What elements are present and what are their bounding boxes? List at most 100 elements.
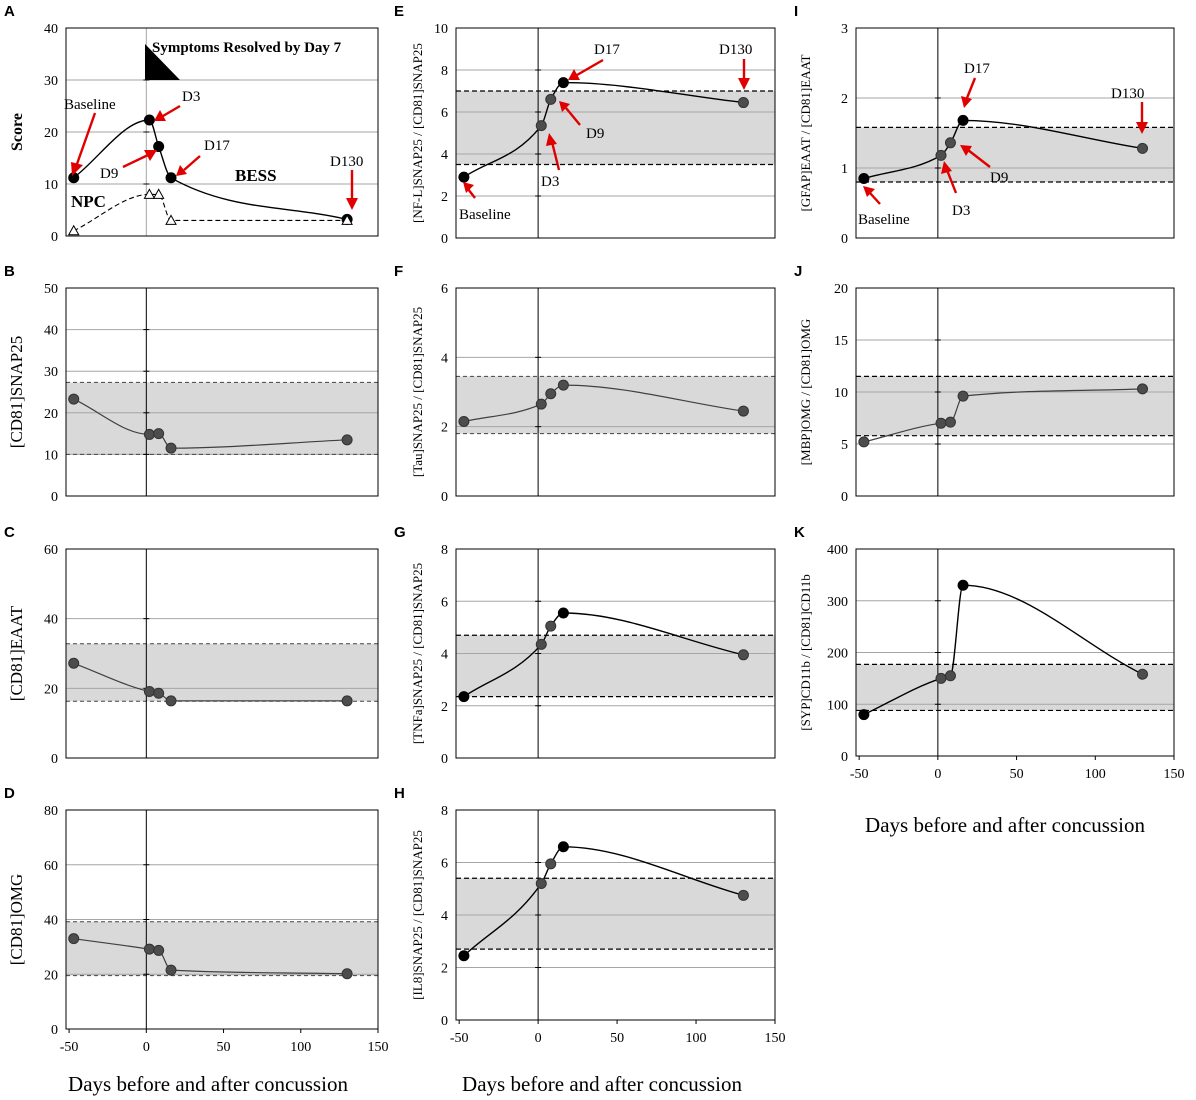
panel-b-ytick-label: 10 xyxy=(44,448,58,463)
panel-a-data-point xyxy=(153,141,165,153)
panel-d-ytick-label: 20 xyxy=(44,968,58,983)
panel-g-data-point xyxy=(557,607,569,619)
panel-k-xtick-label: 50 xyxy=(1010,767,1024,782)
panel-h-xtick-label: 100 xyxy=(686,1031,707,1046)
panel-e-d3-arrow xyxy=(550,141,561,171)
panel-d-letter: D xyxy=(4,785,15,802)
panel-b-ylabel: [CD81]SNAP25 xyxy=(7,336,26,448)
panel-h-data-point xyxy=(737,889,749,901)
panel-e-ytick-label: 10 xyxy=(434,22,448,37)
panel-e-d17-arrowhead xyxy=(568,69,580,80)
panel-f-ytick-label: 2 xyxy=(441,421,448,436)
panel-j-data-point xyxy=(935,417,947,429)
panel-k-xtick-label: -50 xyxy=(850,767,869,782)
panel-g: 0 2 4 6 8 [TNFa]SNAP25 / [CD81]SNAP25 G xyxy=(394,524,776,767)
panel-e-d9-arrow xyxy=(565,107,581,126)
panel-a-ylabel: Score xyxy=(9,113,26,151)
panel-j-frame xyxy=(855,287,1175,497)
panel-e-annotations: Baseline D3 D9 D17 D130 xyxy=(459,42,752,223)
panel-f: 0 2 4 6 [Tau]SNAP25 / [CD81]SNAP25 F xyxy=(394,263,776,505)
panel-b-data-point xyxy=(165,442,177,454)
x-axis-title-col2: Days before and after concussion xyxy=(462,1072,742,1096)
panel-g-letter: G xyxy=(394,524,406,541)
panel-i-data-point xyxy=(935,149,947,161)
panel-j: 0 5 10 15 20 [MBP]OMG / [CD81]OMG J xyxy=(794,263,1175,505)
panel-f-ytick-label: 0 xyxy=(441,490,448,505)
panels-layer: 010203040ScoreA01020304050[CD81]SNAP25B0… xyxy=(4,3,1185,1055)
panel-h-letter: H xyxy=(394,785,405,802)
panel-g-ytick-label: 8 xyxy=(441,543,448,558)
panel-a-d3-arrowhead xyxy=(154,110,166,121)
panel-i-data-point xyxy=(1137,142,1149,154)
panel-a-d9-label: D9 xyxy=(100,166,118,182)
panel-f-ytick-label: 6 xyxy=(441,282,448,297)
panel-h-reference-band xyxy=(456,878,775,950)
panel-d-ytick-label: 40 xyxy=(44,914,58,929)
panel-k-xtick-label: 0 xyxy=(934,767,941,782)
panel-i-d9-arrow xyxy=(967,149,991,168)
panel-a-annotations: Symptoms Resolved by Day 7 Baseline D3 D… xyxy=(64,40,363,211)
panel-i-ytick-label: 3 xyxy=(841,22,848,37)
panel-c-ytick-label: 60 xyxy=(44,543,58,558)
panel-a-d3-label: D3 xyxy=(182,89,200,105)
panel-h-data-point xyxy=(557,841,569,853)
panel-f-reference-band xyxy=(456,376,775,434)
panel-k-series-line-0 xyxy=(863,584,1143,716)
panel-a-npc-point xyxy=(341,214,353,225)
panel-i-frame xyxy=(855,27,1175,239)
panel-j-data-point xyxy=(957,390,969,402)
panel-b: 0 10 20 30 40 50 [CD81]SNAP25 B xyxy=(4,263,379,505)
panel-k-letter: K xyxy=(794,524,805,541)
panel-g-ylabel: [TNFa]SNAP25 / [CD81]SNAP25 xyxy=(410,563,425,744)
panel-e-data-point xyxy=(545,93,557,105)
panel-i: 0 1 2 3 [GFAP]EAAT / [CD81]EAAT I xyxy=(794,3,1175,247)
panel-h-ytick-label: 4 xyxy=(441,909,448,924)
panel-i-d3-arrow xyxy=(945,169,958,194)
panel-a-npc-point xyxy=(143,188,156,199)
panel-f-frame xyxy=(455,287,776,497)
panel-e-ytick-label: 2 xyxy=(441,190,448,205)
panel-j-ytick-label: 10 xyxy=(834,386,848,401)
panel-f-letter: F xyxy=(394,263,403,280)
panel-k-ytick-label: 300 xyxy=(827,595,848,610)
panel-h-ylabel: [IL8]SNAP25 / [CD81]SNAP25 xyxy=(410,830,425,1000)
panel-a-npc-point xyxy=(67,224,80,236)
symptoms-resolved-label: Symptoms Resolved by Day 7 xyxy=(152,40,342,56)
panel-c: 0 20 40 60 [CD81]EAAT C xyxy=(4,524,379,767)
panel-h-data-point xyxy=(545,858,557,870)
panel-e-ytick-label: 4 xyxy=(441,148,448,163)
panel-j-ylabel: [MBP]OMG / [CD81]OMG xyxy=(798,319,813,466)
panel-d-xtick-label: 50 xyxy=(217,1040,231,1055)
panel-i-d130-arrowhead xyxy=(1136,122,1148,134)
panel-i-baseline-arrow xyxy=(869,192,881,205)
panel-i-baseline-label: Baseline xyxy=(858,212,910,228)
panel-i-letter: I xyxy=(794,3,798,20)
panel-d-data-point xyxy=(143,943,155,955)
panel-h-ytick-label: 6 xyxy=(441,857,448,872)
panel-a-npc-point xyxy=(165,214,177,225)
panel-b-letter: B xyxy=(4,263,15,280)
panel-h-xtick-label: 0 xyxy=(535,1031,542,1046)
panel-h-frame xyxy=(455,809,776,1021)
panel-i-d3-arrowhead xyxy=(941,161,952,174)
panel-a-ytick-label: 30 xyxy=(44,74,58,89)
panel-h-ytick-label: 2 xyxy=(441,962,448,977)
panel-c-data-point xyxy=(143,685,155,697)
panel-g-data-point xyxy=(545,620,557,632)
panel-a-data-point xyxy=(143,114,155,126)
panel-b-ytick-label: 30 xyxy=(44,365,58,380)
panel-i-d3-label: D3 xyxy=(952,203,970,219)
panel-g-ytick-label: 4 xyxy=(441,648,448,663)
panel-a-baseline-arrow xyxy=(75,112,97,165)
panel-e-baseline-arrow xyxy=(467,188,476,199)
panel-e-d17-label: D17 xyxy=(594,42,620,58)
panel-e-ytick-label: 0 xyxy=(441,232,448,247)
panel-d-xtick-label: 100 xyxy=(290,1040,311,1055)
panel-k-data-point xyxy=(935,672,947,684)
panel-c-data-point xyxy=(341,695,353,707)
panel-a-ytick-label: 20 xyxy=(44,126,58,141)
panel-i-d9-label: D9 xyxy=(990,170,1008,186)
panel-c-reference-band xyxy=(66,643,378,702)
